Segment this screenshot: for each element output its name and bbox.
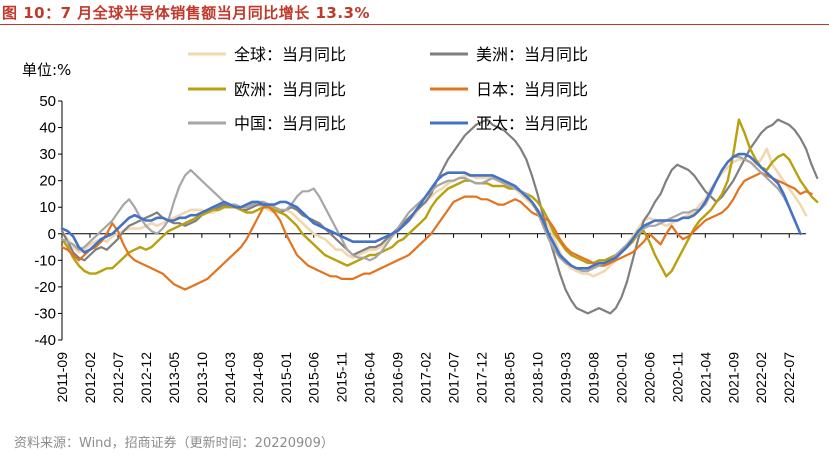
x-tick-label: 2017-02	[418, 352, 434, 404]
title-divider	[0, 24, 829, 25]
source-note: 资料来源：Wind，招商证券（更新时间：20220909）	[14, 436, 334, 451]
legend-label: 日本：当月同比	[476, 80, 588, 99]
x-tick-label: 2016-04	[362, 352, 378, 404]
x-tick-label: 2012-02	[82, 352, 98, 404]
x-tick-label: 2016-09	[390, 352, 406, 404]
x-tick-label: 2020-01	[613, 352, 629, 404]
series-line-6	[60, 152, 802, 270]
y-tick-label: 10	[39, 199, 56, 216]
x-tick-label: 2013-10	[194, 352, 210, 404]
legend-label: 全球：当月同比	[234, 45, 346, 64]
series-line-1	[60, 147, 808, 278]
legend-label: 欧洲：当月同比	[234, 80, 346, 99]
x-tick-label: 2012-12	[138, 352, 154, 404]
x-tick-label: 2019-08	[585, 352, 601, 404]
y-tick-label: 30	[39, 146, 56, 163]
y-tick-label: -30	[34, 305, 56, 322]
x-tick-label: 2017-07	[446, 352, 462, 404]
x-tick-label: 2014-08	[250, 352, 266, 404]
y-axis-unit-label: 单位:%	[22, 61, 71, 79]
figure-title: 图 10：7 月全球半导体销售额当月同比增长 13.3%	[2, 4, 371, 22]
y-tick-label: 50	[39, 93, 56, 110]
y-tick-label: 0	[48, 226, 56, 243]
x-tick-label: 2013-05	[166, 352, 182, 404]
x-tick-label: 2019-03	[557, 352, 573, 404]
x-tick-label: 2020-06	[641, 352, 657, 404]
legend-label: 美洲：当月同比	[476, 45, 588, 64]
x-tick-label: 2018-10	[529, 352, 545, 404]
x-tick-label: 2015-11	[334, 352, 350, 403]
x-tick-label: 2021-09	[725, 352, 741, 404]
x-tick-label: 2021-04	[697, 352, 713, 404]
y-tick-label: 20	[39, 173, 56, 190]
y-tick-label: -10	[34, 252, 56, 269]
x-tick-label: 2017-12	[474, 352, 490, 404]
x-tick-label: 2012-07	[110, 352, 126, 404]
x-tick-label: 2022-07	[781, 352, 797, 404]
x-tick-label: 2022-02	[753, 352, 769, 404]
x-tick-label: 2015-06	[306, 352, 322, 404]
x-tick-label: 2015-01	[278, 352, 294, 404]
x-tick-label: 2011-09	[54, 352, 70, 403]
x-tick-label: 2014-03	[222, 352, 238, 404]
legend-label: 亚太：当月同比	[476, 114, 588, 133]
x-tick-label: 2018-05	[502, 352, 518, 404]
y-tick-label: -20	[34, 279, 56, 296]
series-line-4	[60, 171, 813, 291]
y-tick-label: -40	[34, 332, 56, 349]
y-tick-label: 40	[39, 120, 56, 137]
x-tick-label: 2020-11	[669, 352, 685, 403]
legend-label: 中国：当月同比	[234, 114, 346, 133]
series-line-2	[60, 118, 819, 315]
